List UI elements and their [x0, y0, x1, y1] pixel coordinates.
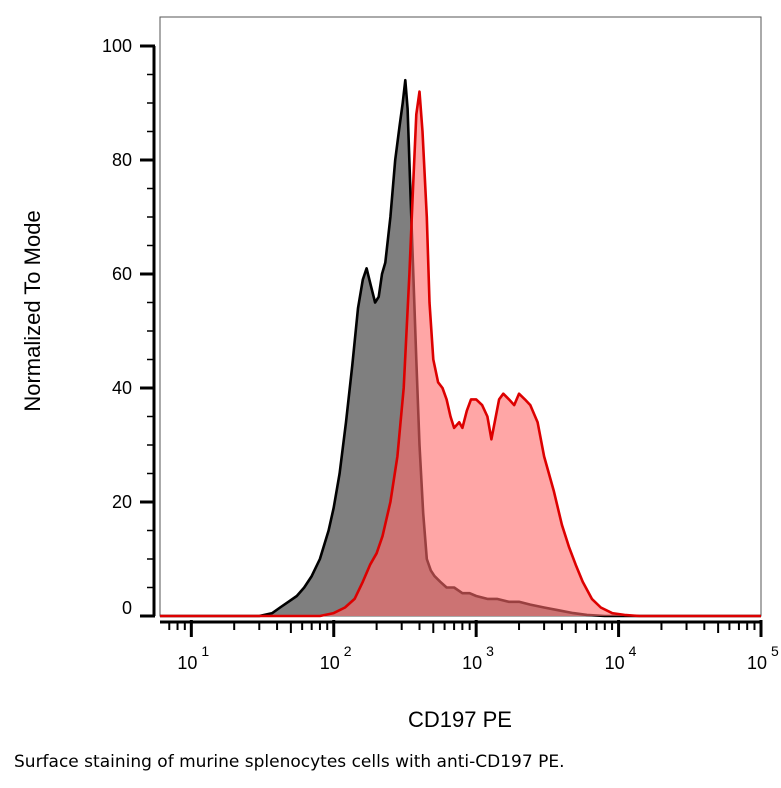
y-axis-label: Normalized To Mode	[20, 210, 45, 411]
y-tick-label: 80	[112, 150, 132, 170]
y-tick-label: 0	[122, 598, 132, 618]
x-tick-base: 10	[462, 653, 482, 673]
x-tick-exponent: 4	[629, 643, 637, 659]
x-tick-exponent: 2	[344, 643, 352, 659]
x-tick-label: 105	[747, 643, 779, 673]
x-tick-label: 104	[605, 643, 637, 673]
x-tick-label: 101	[177, 643, 209, 673]
x-tick-base: 10	[177, 653, 197, 673]
y-tick-label: 40	[112, 378, 132, 398]
x-tick-exponent: 1	[201, 643, 209, 659]
x-tick-base: 10	[747, 653, 767, 673]
series-fill-2	[160, 91, 761, 617]
y-tick-label: 60	[112, 264, 132, 284]
x-tick-label: 102	[320, 643, 352, 673]
x-axis-label: CD197 PE	[408, 707, 512, 732]
series-line-2	[160, 90, 761, 618]
y-tick-label: 20	[112, 492, 132, 512]
series-layer	[160, 78, 761, 618]
y-tick-label: 100	[102, 36, 132, 56]
x-tick-exponent: 5	[771, 643, 779, 659]
x-tick-exponent: 3	[486, 643, 494, 659]
figure-caption: Surface staining of murine splenocytes c…	[14, 752, 565, 772]
x-tick-label: 103	[462, 643, 494, 673]
x-tick-base: 10	[320, 653, 340, 673]
x-tick-base: 10	[605, 653, 625, 673]
